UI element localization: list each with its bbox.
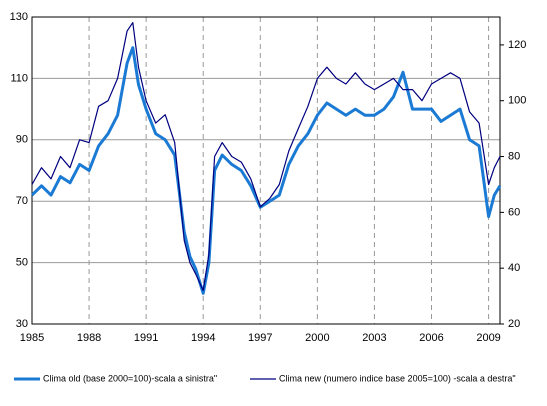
- x-tick-label: 2000: [305, 332, 329, 344]
- x-tick-label: 2006: [419, 332, 443, 344]
- x-tick-label: 1985: [20, 332, 44, 344]
- y2-tick-label: 120: [508, 39, 526, 51]
- line: [31, 22, 501, 292]
- line: [30, 46, 502, 295]
- y2-tick-label: 20: [508, 318, 520, 330]
- y2-tick-label: 100: [508, 95, 526, 107]
- y-tick-label: 90: [16, 134, 28, 146]
- x-tick-label: 2009: [476, 332, 500, 344]
- x-tick-label: 1994: [191, 332, 215, 344]
- y2-tick-label: 80: [508, 150, 520, 162]
- y-tick-label: 30: [16, 318, 28, 330]
- y-tick-label: 70: [16, 195, 28, 207]
- x-tick-label: 1997: [248, 332, 272, 344]
- y2-tick-label: 60: [508, 206, 520, 218]
- y-tick-label: 50: [16, 257, 28, 269]
- y-tick-label: 130: [10, 11, 28, 23]
- y-tick-label: 110: [10, 72, 28, 84]
- x-tick-label: 1991: [134, 332, 158, 344]
- y2-tick-label: 40: [508, 262, 520, 274]
- x-tick-label: 2003: [362, 332, 386, 344]
- plot-frame: [31, 16, 501, 325]
- legend-label: Clima old (base 2000=100)-scala a sinist…: [43, 373, 217, 383]
- legend-label: Clima new (numero indice base 2005=100) …: [279, 373, 516, 383]
- x-tick-label: 1988: [77, 332, 101, 344]
